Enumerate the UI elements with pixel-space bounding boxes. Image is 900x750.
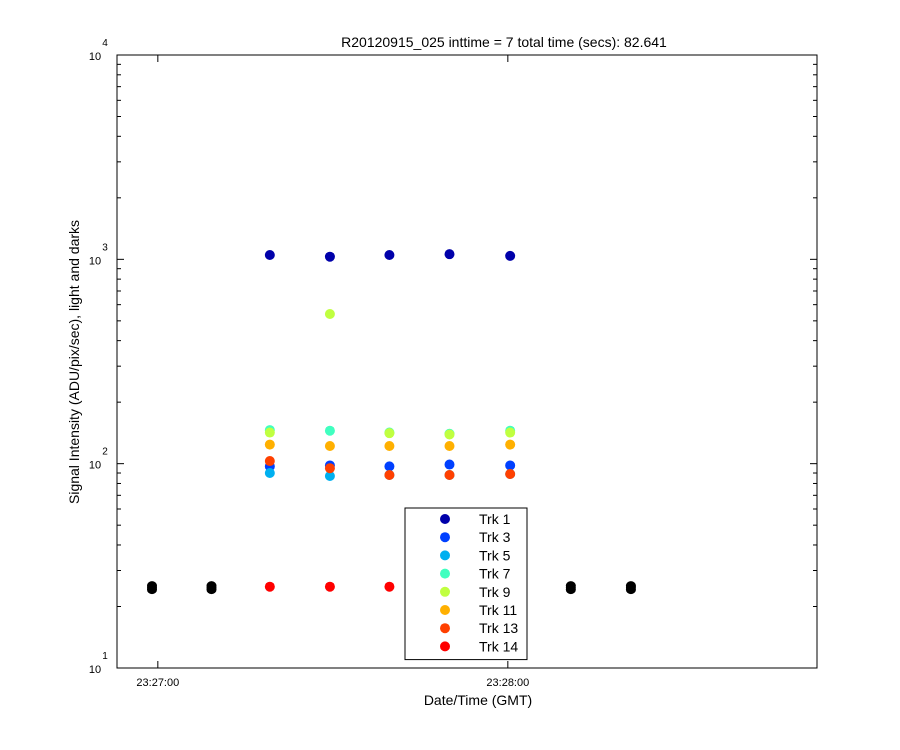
series-trk-1 — [264, 249, 516, 262]
data-point — [505, 427, 516, 438]
data-point — [324, 309, 335, 320]
data-point — [444, 459, 455, 470]
legend-marker — [440, 641, 450, 652]
y-tick-label: 10 — [89, 460, 101, 472]
data-point — [384, 428, 395, 439]
legend-label: Trk 5 — [479, 547, 511, 563]
data-point — [384, 461, 395, 472]
chart-title: R20120915_025 inttime = 7 total time (se… — [341, 34, 667, 50]
data-point — [264, 581, 275, 592]
data-point — [324, 251, 335, 262]
data-point — [384, 470, 395, 481]
legend-label: Trk 9 — [479, 584, 511, 600]
y-tick-exponent: 2 — [102, 447, 108, 458]
data-point — [384, 441, 395, 452]
y-tick-exponent: 1 — [102, 651, 108, 662]
y-tick-label: 10 — [89, 51, 101, 63]
data-point — [264, 456, 275, 467]
legend-marker — [440, 605, 450, 615]
data-point — [444, 249, 455, 260]
x-tick-label: 23:28:00 — [486, 677, 529, 689]
dark-point — [565, 581, 576, 591]
data-point — [264, 250, 275, 261]
legend-box — [404, 507, 528, 661]
data-point — [324, 463, 335, 474]
data-point — [264, 427, 275, 438]
data-point — [264, 468, 275, 479]
data-point — [264, 439, 275, 450]
x-tick-label: 23:27:00 — [136, 677, 179, 689]
legend-label: Trk 3 — [479, 529, 511, 545]
data-point — [324, 425, 335, 436]
y-tick-exponent: 3 — [102, 242, 108, 253]
series-trk-11 — [264, 439, 516, 452]
data-point — [505, 250, 516, 261]
y-tick-exponent: 4 — [102, 38, 108, 49]
data-point — [324, 581, 335, 592]
dark-point — [206, 581, 217, 591]
data-point — [384, 250, 395, 261]
data-point — [444, 470, 455, 481]
y-tick-label: 10 — [89, 664, 101, 676]
legend-label: Trk 14 — [479, 638, 518, 654]
legend-marker — [440, 532, 450, 543]
legend-marker — [440, 623, 450, 634]
legend-label: Trk 13 — [479, 620, 518, 636]
data-points — [147, 249, 636, 595]
x-axis-label: Date/Time (GMT) — [424, 692, 532, 708]
data-point — [444, 441, 455, 452]
dark-point — [147, 581, 157, 591]
legend-label: Trk 11 — [479, 602, 517, 618]
data-point — [384, 581, 395, 592]
y-axis-label: Signal Intensity (ADU/pix/sec), light an… — [66, 220, 82, 504]
data-point — [324, 441, 335, 452]
legend-label: Trk 1 — [479, 511, 511, 527]
dark-point — [625, 581, 636, 591]
data-point — [505, 439, 516, 450]
series-trk-9 — [264, 309, 516, 440]
legend-marker — [440, 550, 450, 561]
data-point — [505, 469, 516, 480]
legend-label: Trk 7 — [479, 566, 511, 582]
legend-marker — [440, 514, 450, 524]
y-tick-label: 10 — [89, 255, 101, 267]
plot-frame — [116, 54, 818, 669]
legend-marker — [440, 568, 450, 579]
data-point — [324, 471, 335, 482]
data-point — [505, 460, 516, 471]
data-point — [444, 429, 455, 440]
legend-marker — [440, 586, 450, 597]
series-trk-13 — [264, 456, 516, 481]
legend: Trk 1 Trk 3 Trk 5 Trk 7 Trk 9 Trk 11 Trk 13 Trk… — [404, 507, 528, 661]
